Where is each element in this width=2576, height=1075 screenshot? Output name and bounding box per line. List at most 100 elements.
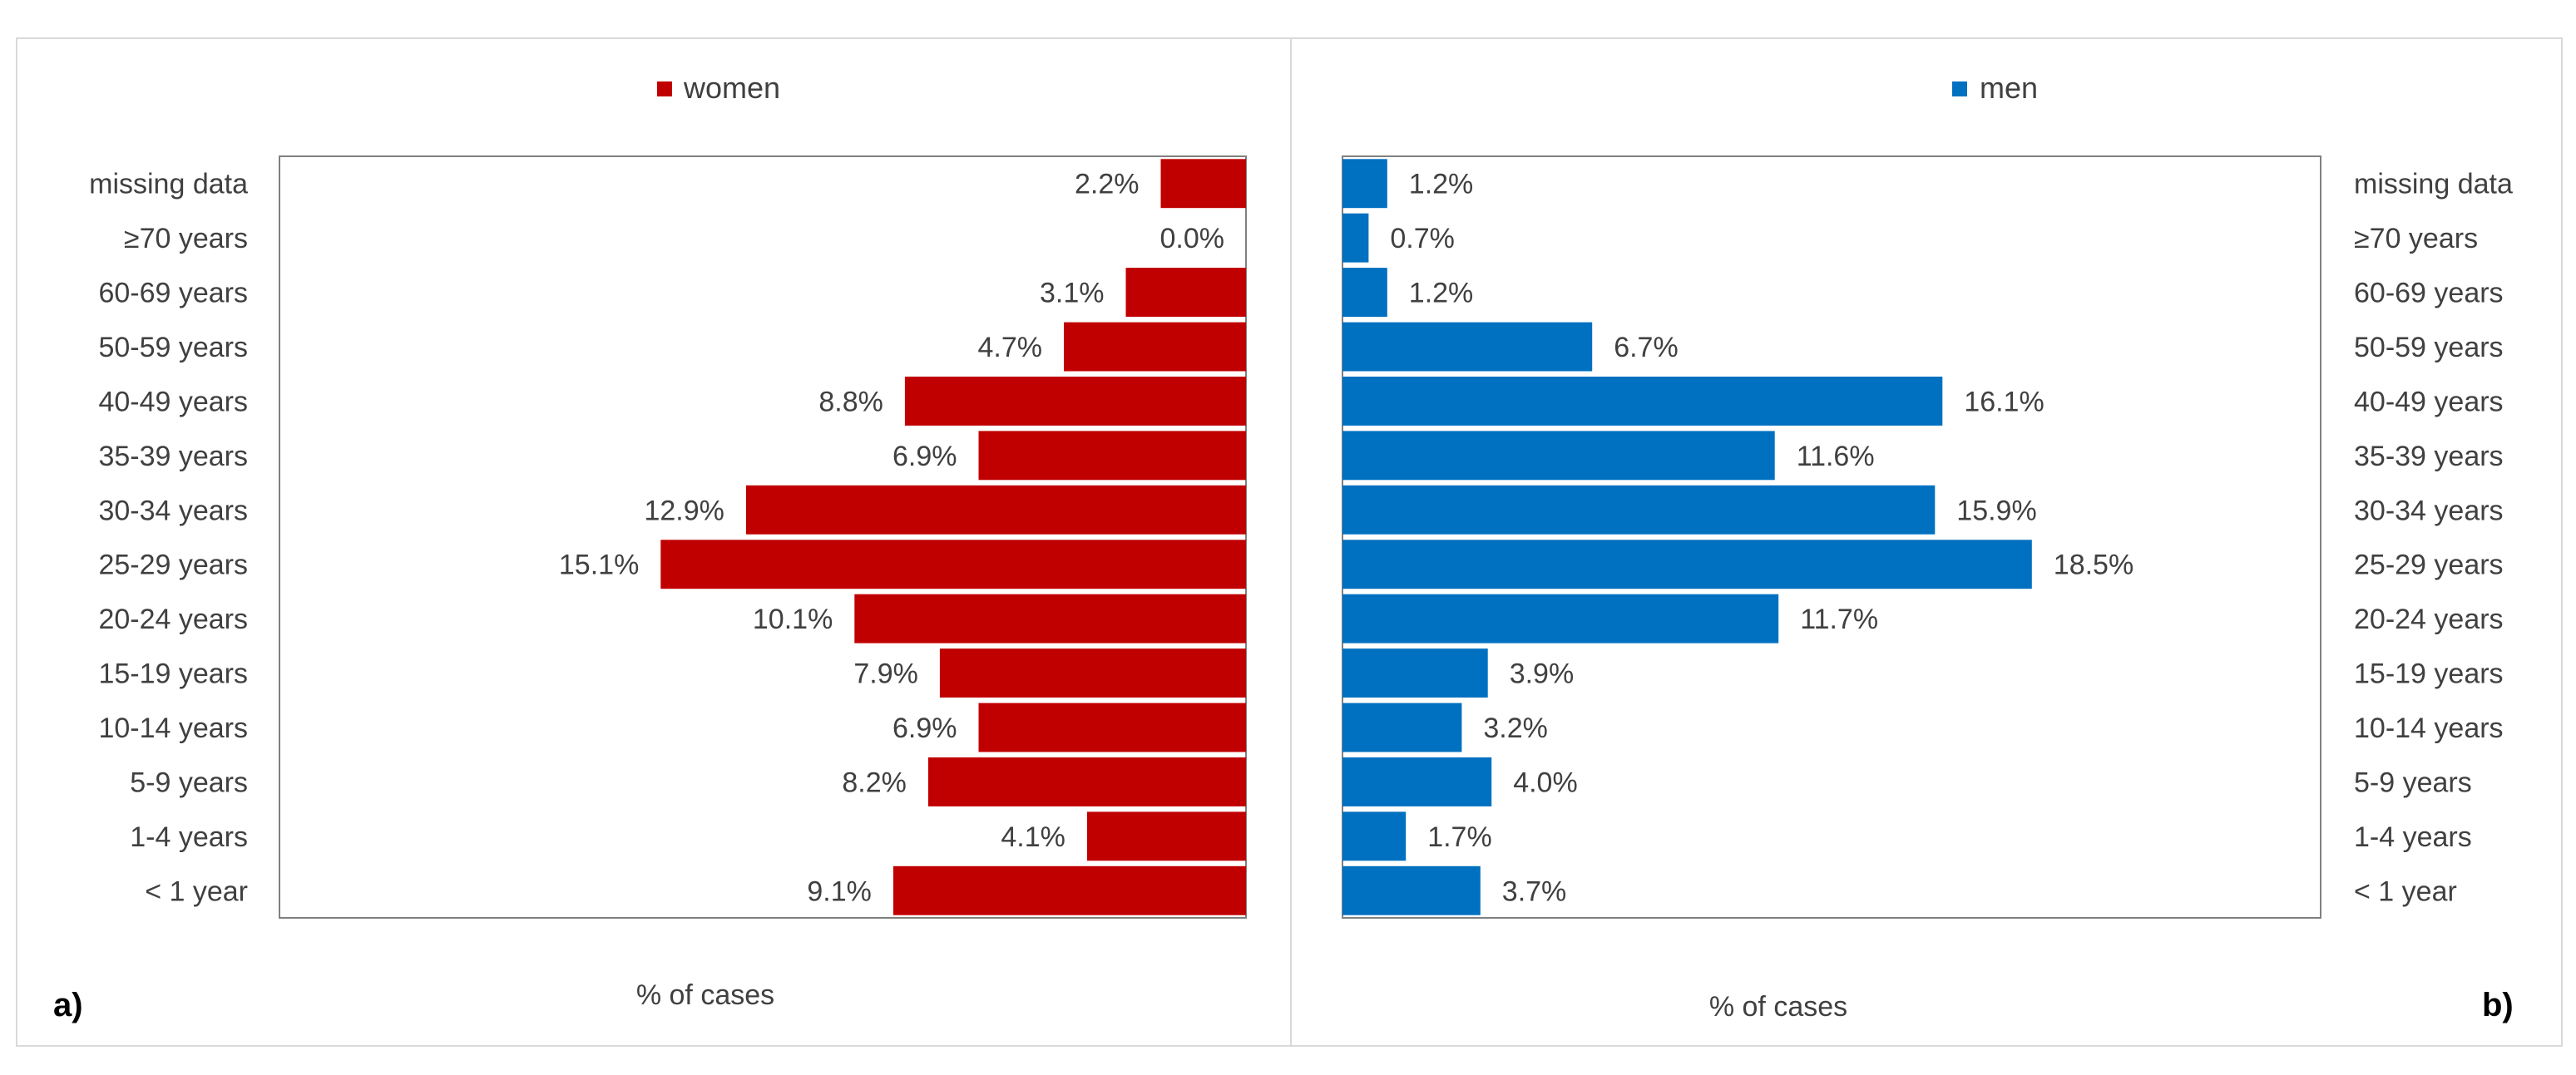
men-value-label: 3.7% bbox=[1502, 875, 1567, 907]
women-bar bbox=[1160, 159, 1246, 209]
men-category-label: 30-34 years bbox=[2354, 495, 2504, 526]
women-bar bbox=[939, 648, 1246, 698]
men-category-label: 15-19 years bbox=[2354, 658, 2504, 690]
men-category-label: 40-49 years bbox=[2354, 386, 2504, 417]
men-value-label: 11.7% bbox=[1800, 604, 1878, 635]
women-bar bbox=[892, 865, 1246, 915]
men-value-label: 1.2% bbox=[1409, 278, 1474, 309]
women-category-label: 15-19 years bbox=[98, 658, 248, 690]
men-category-label: 20-24 years bbox=[2354, 604, 2504, 635]
men-value-label: 0.7% bbox=[1390, 223, 1455, 254]
women-legend-swatch bbox=[657, 81, 672, 96]
women-bar bbox=[1125, 268, 1246, 317]
men-category-label: 35-39 years bbox=[2354, 441, 2504, 472]
men-bar bbox=[1342, 213, 1369, 263]
men-bar bbox=[1342, 159, 1387, 209]
women-value-labels: 2.2% 0.0% 3.1% 4.7% 8.8% 6.9% 12.9%15.1% 10.1% 7… bbox=[559, 169, 1224, 908]
women-value-label: 12.9% bbox=[644, 495, 724, 526]
men-category-label: missing data bbox=[2354, 169, 2513, 200]
panel-label-a: a) bbox=[53, 987, 83, 1023]
women-category-label: 35-39 years bbox=[98, 441, 248, 472]
men-x-axis-title: % of cases bbox=[1709, 991, 1847, 1023]
men-category-label: 60-69 years bbox=[2354, 278, 2504, 309]
women-value-label: 0.0% bbox=[1160, 223, 1225, 254]
women-category-label: ≥70 years bbox=[124, 223, 248, 254]
men-value-label: 1.2% bbox=[1409, 169, 1474, 200]
men-legend-swatch bbox=[1952, 81, 1967, 96]
women-value-label: 9.1% bbox=[807, 875, 872, 907]
women-value-label: 7.9% bbox=[853, 658, 918, 690]
men-value-label: 11.6% bbox=[1797, 441, 1875, 472]
women-value-label: 4.7% bbox=[978, 332, 1043, 363]
figure-border bbox=[16, 37, 2563, 1047]
women-value-label: 8.2% bbox=[842, 767, 907, 798]
women-category-label: 25-29 years bbox=[98, 550, 248, 581]
men-bar bbox=[1342, 268, 1387, 317]
panel-men: men 1.2% 0.7% 1.2% 6.7% 16.1% 11.6% 15.9% 18.5%… bbox=[1342, 71, 2514, 1023]
women-value-label: 8.8% bbox=[818, 386, 883, 417]
women-bar bbox=[904, 377, 1246, 426]
men-bar bbox=[1342, 757, 1492, 806]
women-legend-label: women bbox=[683, 71, 780, 105]
men-value-label: 16.1% bbox=[1964, 386, 2044, 417]
men-value-label: 15.9% bbox=[1956, 495, 2036, 526]
women-value-label: 3.1% bbox=[1040, 278, 1105, 309]
men-value-label: 18.5% bbox=[2054, 550, 2133, 581]
men-bar bbox=[1342, 594, 1779, 644]
men-bars bbox=[1342, 159, 2032, 915]
women-value-label: 6.9% bbox=[892, 441, 957, 472]
women-category-label: 10-14 years bbox=[98, 713, 248, 744]
women-category-label: 5-9 years bbox=[130, 767, 248, 798]
women-bar bbox=[745, 485, 1246, 535]
women-category-label: 20-24 years bbox=[98, 604, 248, 635]
women-bars bbox=[660, 159, 1246, 915]
women-value-label: 2.2% bbox=[1075, 169, 1140, 200]
men-bar bbox=[1342, 377, 1943, 426]
men-category-labels: missing data ≥70 years 60-69 years 50-59 ye… bbox=[2354, 169, 2513, 908]
panel-women: women 2.2% 0.0% 3.1% 4.7% 8.8% 6.9% 12.9%15.1%… bbox=[53, 71, 1247, 1023]
women-category-label: missing data bbox=[89, 169, 248, 200]
men-bar bbox=[1342, 540, 2032, 589]
women-category-label: 50-59 years bbox=[98, 332, 248, 363]
women-bar bbox=[978, 431, 1246, 481]
men-bar bbox=[1342, 648, 1488, 698]
men-value-label: 6.7% bbox=[1614, 332, 1679, 363]
men-value-label: 3.2% bbox=[1483, 713, 1548, 744]
women-value-label: 4.1% bbox=[1001, 821, 1066, 853]
women-value-label: 15.1% bbox=[559, 550, 639, 581]
women-bar bbox=[660, 540, 1246, 589]
women-plot-area bbox=[279, 155, 1247, 919]
panel-label-b: b) bbox=[2482, 987, 2514, 1023]
men-bar bbox=[1342, 485, 1936, 535]
women-bar bbox=[927, 757, 1246, 806]
men-bar bbox=[1342, 865, 1481, 915]
men-value-labels: 1.2% 0.7% 1.2% 6.7% 16.1% 11.6% 15.9% 18.5% 11.7… bbox=[1390, 169, 2133, 908]
men-category-label: 10-14 years bbox=[2354, 713, 2504, 744]
women-category-label: < 1 year bbox=[145, 875, 248, 907]
women-bar bbox=[1086, 811, 1246, 861]
women-category-label: 60-69 years bbox=[98, 278, 248, 309]
men-bar bbox=[1342, 703, 1462, 752]
women-category-label: 30-34 years bbox=[98, 495, 248, 526]
women-category-label: 40-49 years bbox=[98, 386, 248, 417]
men-plot-area bbox=[1342, 155, 2321, 919]
women-bar bbox=[1064, 322, 1246, 372]
men-category-label: 1-4 years bbox=[2354, 821, 2472, 853]
women-value-label: 10.1% bbox=[753, 604, 833, 635]
women-bar bbox=[978, 703, 1246, 752]
men-bar bbox=[1342, 322, 1593, 372]
men-value-label: 4.0% bbox=[1513, 767, 1578, 798]
men-legend-label: men bbox=[1980, 71, 2038, 105]
men-bar bbox=[1342, 811, 1407, 861]
women-category-label: 1-4 years bbox=[130, 821, 248, 853]
women-category-labels: missing data ≥70 years 60-69 years 50-59 ye… bbox=[89, 169, 248, 908]
women-x-axis-title: % of cases bbox=[636, 979, 774, 1011]
men-category-label: 5-9 years bbox=[2354, 767, 2472, 798]
men-category-label: < 1 year bbox=[2354, 875, 2457, 907]
women-value-label: 6.9% bbox=[892, 713, 957, 744]
men-bar bbox=[1342, 431, 1775, 481]
men-category-label: ≥70 years bbox=[2354, 223, 2478, 254]
women-bar bbox=[854, 594, 1246, 644]
